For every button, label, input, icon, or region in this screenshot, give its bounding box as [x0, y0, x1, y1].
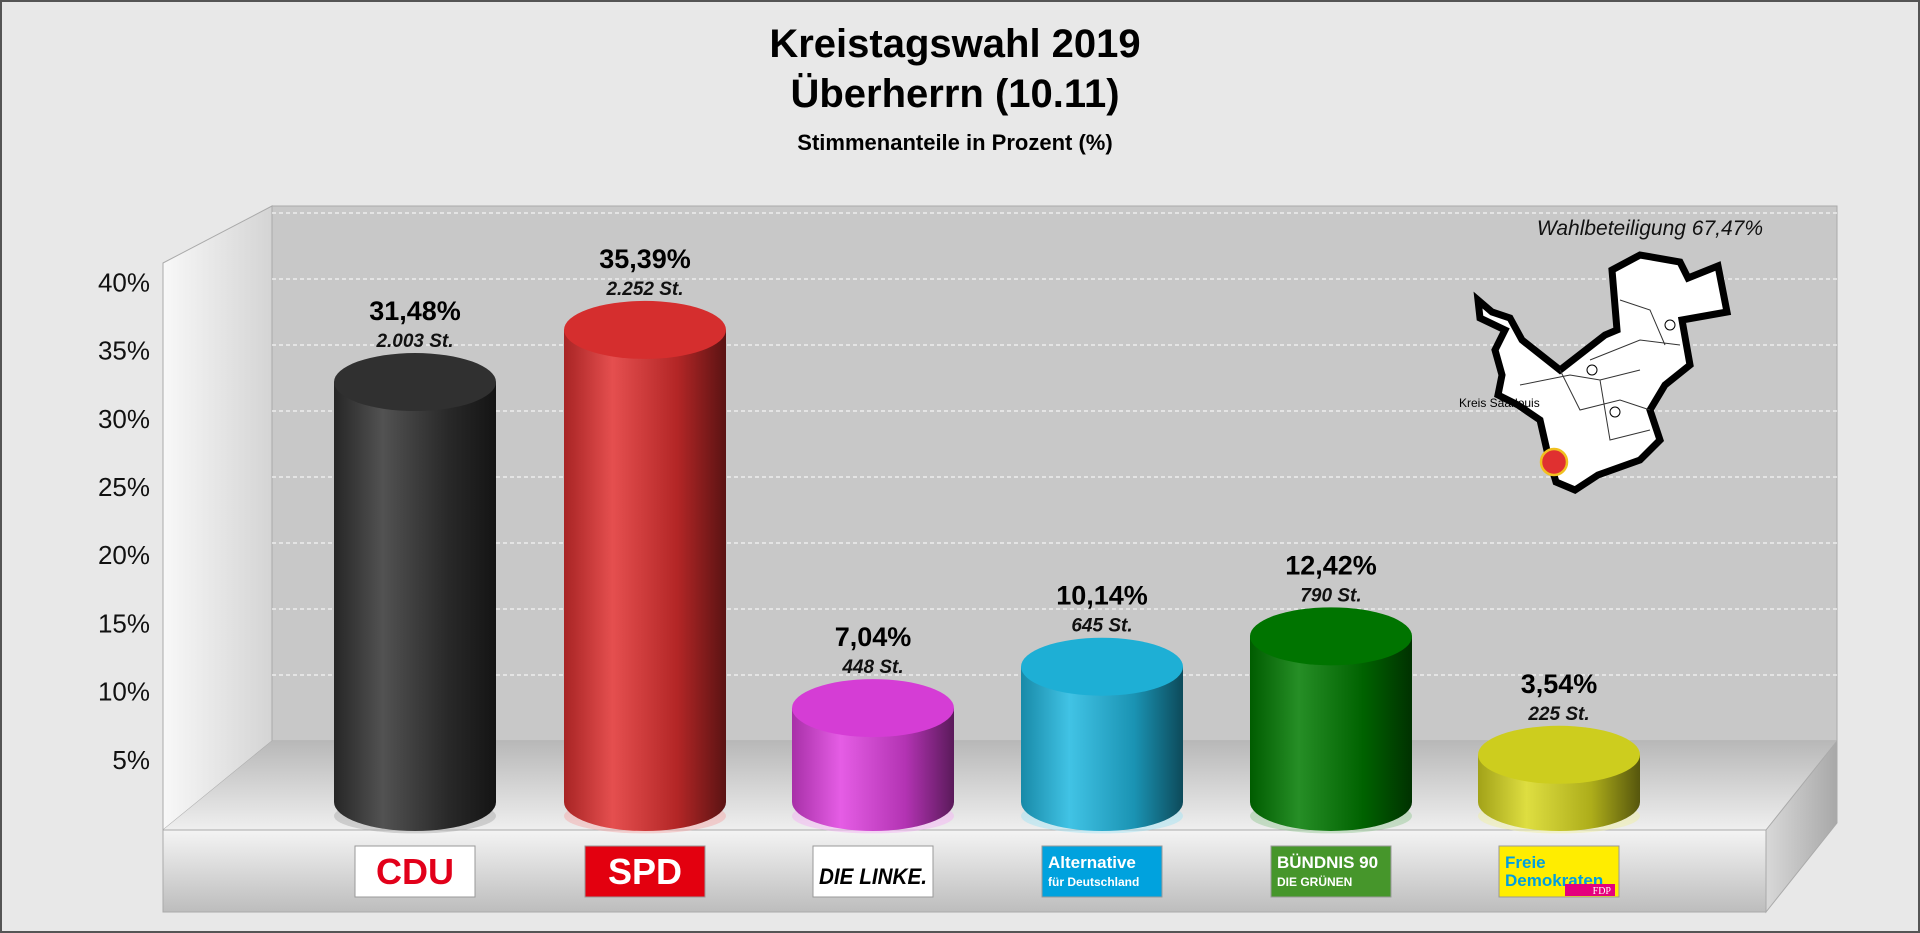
- logo-background: [1041, 845, 1163, 898]
- bar-spd: 35,39% 2.252 St.: [564, 244, 726, 834]
- y-tick-label: 40%: [98, 267, 150, 297]
- logo-tag-background: [1565, 884, 1615, 896]
- y-tick-label: 15%: [98, 608, 150, 638]
- bar-body: [334, 382, 496, 831]
- bar-top: [334, 353, 496, 412]
- bar-afd: 10,14% 645 St.: [1021, 581, 1183, 834]
- chart-title: Kreistagswahl 2019: [769, 22, 1141, 66]
- votes-label: 2.252 St.: [605, 279, 683, 300]
- bar-top: [792, 679, 954, 738]
- party-logo-cdu: CDU: [354, 845, 476, 898]
- bar-cdu: 31,48% 2.003 St.: [334, 296, 496, 834]
- logo-background: [584, 845, 706, 898]
- logo-subtext: DIE GRÜNEN: [1277, 874, 1352, 889]
- bar-body: [792, 708, 954, 831]
- bar-die-linke: 7,04% 448 St.: [792, 622, 954, 834]
- value-label: 10,14%: [1056, 581, 1148, 611]
- bar-top: [1021, 637, 1183, 696]
- votes-label: 448 St.: [841, 657, 903, 678]
- votes-label: 645 St.: [1071, 616, 1132, 637]
- turnout-annotation: Wahlbeteiligung 67,47%: [1537, 217, 1763, 240]
- votes-label: 790 St.: [1300, 585, 1361, 606]
- y-tick-label: 35%: [98, 336, 150, 366]
- logo-background: [812, 845, 934, 898]
- location-marker-icon: [1539, 447, 1569, 477]
- floor-right-side: [1765, 739, 1838, 914]
- party-logo-afd: Alternative für Deutschland: [1041, 845, 1163, 898]
- bar-fdp: 3,54% 225 St.: [1478, 669, 1640, 834]
- bar-top: [1478, 725, 1640, 784]
- bar-top: [1250, 607, 1412, 666]
- value-label: 3,54%: [1521, 669, 1598, 699]
- district-map: Kreis Saarlouis: [1459, 251, 1732, 494]
- party-logo-grüne: BÜNDNIS 90 DIE GRÜNEN: [1270, 845, 1392, 898]
- chart-subtitle-location: Überherrn (10.11): [790, 72, 1120, 116]
- logo-text: BÜNDNIS 90: [1277, 853, 1378, 872]
- party-logo-die-linke: DIE LINKE.: [812, 845, 934, 898]
- logo-text: Alternative: [1048, 853, 1136, 872]
- y-tick-label: 5%: [112, 745, 150, 775]
- logo-background: [1270, 845, 1392, 898]
- logo-tag: FDP: [1593, 886, 1612, 897]
- value-label: 12,42%: [1285, 550, 1377, 580]
- bar-body: [564, 329, 726, 831]
- map-label: Kreis Saarlouis: [1459, 396, 1540, 410]
- chart-subtitle: Stimmenanteile in Prozent (%): [797, 130, 1113, 155]
- logo-text: SPD: [608, 851, 682, 892]
- bar-top: [564, 300, 726, 359]
- logo-background: [354, 845, 476, 898]
- logo-text: DIE LINKE.: [819, 864, 927, 889]
- party-logo-spd: SPD: [584, 845, 706, 898]
- y-tick-label: 20%: [98, 540, 150, 570]
- y-tick-label: 25%: [98, 472, 150, 502]
- value-label: 31,48%: [369, 296, 461, 326]
- y-tick-label: 30%: [98, 404, 150, 434]
- bar-body: [1021, 666, 1183, 831]
- value-label: 7,04%: [835, 622, 912, 652]
- bar-body: [1250, 636, 1412, 831]
- votes-label: 2.003 St.: [375, 331, 453, 352]
- logo-text: CDU: [376, 851, 454, 892]
- value-label: 35,39%: [599, 244, 691, 274]
- logo-text: Freie: [1505, 853, 1546, 872]
- left-wall: [162, 205, 273, 832]
- bar-grüne: 12,42% 790 St.: [1250, 550, 1412, 834]
- votes-label: 225 St.: [1527, 704, 1589, 725]
- y-tick-label: 10%: [98, 677, 150, 707]
- logo-subtext: für Deutschland: [1048, 875, 1139, 889]
